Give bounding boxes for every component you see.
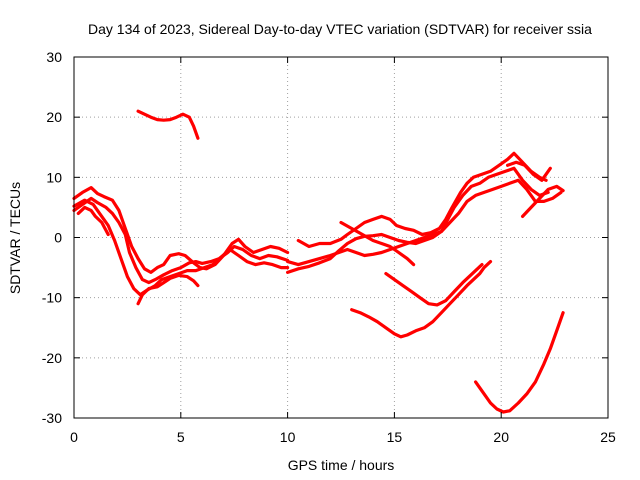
series-arc-13 (384, 263, 484, 307)
y-tick-label: 30 (46, 49, 62, 65)
series-arc-15 (474, 311, 565, 414)
y-tick-label: 20 (46, 109, 62, 125)
series-arc-5 (136, 273, 200, 306)
series-arc-3 (72, 198, 290, 297)
axis-ticks: 0 5 10 15 20 25 -30 -20 -10 0 10 20 30 (42, 49, 616, 445)
y-tick-label: -30 (42, 410, 62, 426)
x-tick-label: 10 (280, 429, 296, 445)
series-arc-11 (520, 184, 565, 218)
series-arc-4 (76, 205, 110, 237)
series-layer (72, 109, 565, 414)
x-tick-label: 15 (387, 429, 403, 445)
x-tick-label: 25 (600, 429, 616, 445)
series-arc-12 (506, 160, 552, 182)
series-arc-2 (72, 196, 290, 285)
series-arc-10 (286, 178, 563, 267)
y-tick-label: -10 (42, 290, 62, 306)
y-tick-label: 0 (54, 230, 62, 246)
y-axis-label: SDTVAR / TECUs (7, 182, 23, 294)
series-arc-14 (350, 260, 493, 339)
series-arc-9 (339, 220, 416, 267)
series-arc-8 (286, 166, 550, 274)
chart-title: Day 134 of 2023, Sidereal Day-to-day VTE… (88, 21, 592, 37)
x-tick-label: 20 (493, 429, 509, 445)
x-axis-label: GPS time / hours (288, 457, 395, 473)
x-tick-label: 5 (177, 429, 185, 445)
series-arc-7 (296, 151, 548, 249)
series-arc-1 (72, 186, 290, 274)
y-tick-label: 10 (46, 169, 62, 185)
y-tick-label: -20 (42, 350, 62, 366)
x-tick-label: 0 (70, 429, 78, 445)
series-arc-6 (136, 109, 200, 140)
